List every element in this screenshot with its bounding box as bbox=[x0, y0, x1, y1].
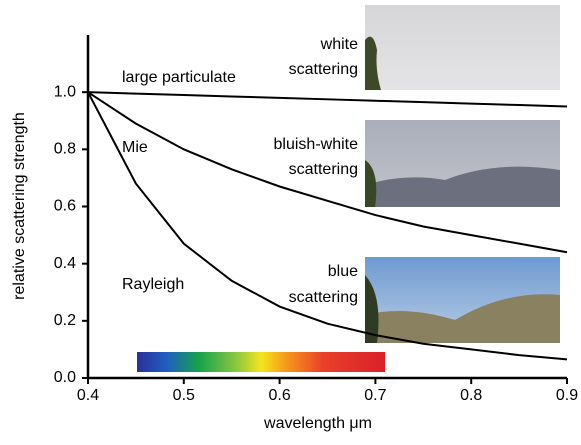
photo-blue bbox=[365, 257, 560, 343]
x-tick-label: 0.8 bbox=[460, 387, 482, 404]
photo-caption: white bbox=[320, 36, 358, 53]
series-line bbox=[87, 91, 568, 361]
x-tick-label: 0.5 bbox=[173, 387, 195, 404]
y-tick-label: 0.0 bbox=[54, 369, 76, 386]
photo-white bbox=[365, 5, 560, 90]
x-tick-label: 0.7 bbox=[364, 387, 386, 404]
series-label: large particulate bbox=[122, 69, 236, 86]
series-line bbox=[87, 91, 568, 108]
y-tick-label: 0.4 bbox=[54, 255, 76, 272]
y-tick-label: 0.8 bbox=[54, 141, 76, 158]
series-label: Mie bbox=[122, 139, 148, 156]
y-axis-label: relative scattering strength bbox=[11, 112, 28, 300]
photo-caption: scattering bbox=[289, 161, 358, 178]
x-axis-label: wavelength μm bbox=[263, 415, 372, 432]
photo-bluish-white bbox=[365, 120, 560, 207]
y-tick-label: 0.6 bbox=[54, 198, 76, 215]
y-tick-label: 0.2 bbox=[54, 312, 76, 329]
photo-caption: blue bbox=[328, 263, 358, 280]
photo-caption: scattering bbox=[289, 289, 358, 306]
x-tick-label: 0.9 bbox=[556, 387, 578, 404]
x-tick-label: 0.4 bbox=[77, 387, 99, 404]
spectrum-bar bbox=[137, 352, 385, 372]
y-tick-label: 1.0 bbox=[54, 83, 76, 100]
photo-caption: bluish-white bbox=[274, 136, 359, 153]
series-label: Rayleigh bbox=[122, 276, 184, 293]
photo-caption: scattering bbox=[289, 61, 358, 78]
series-line bbox=[87, 91, 568, 254]
x-tick-label: 0.6 bbox=[268, 387, 290, 404]
